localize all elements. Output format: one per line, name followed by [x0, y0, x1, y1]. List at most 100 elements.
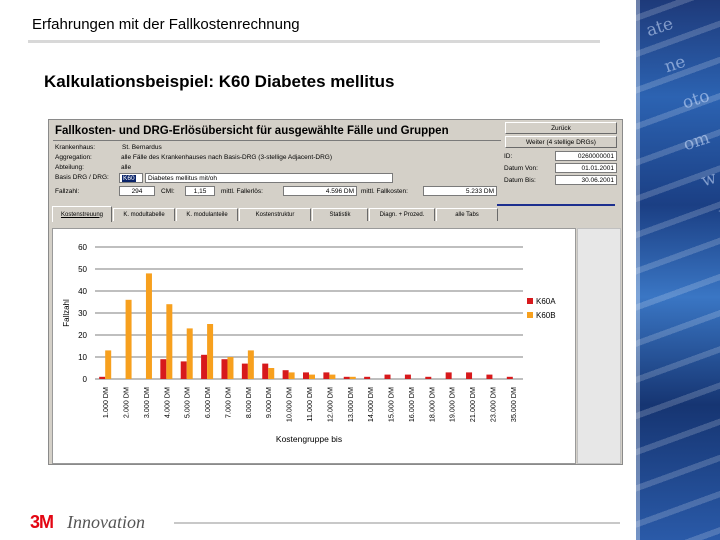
bar-k60b — [309, 374, 315, 379]
y-tick-label: 0 — [83, 375, 88, 384]
decorative-word: oto — [680, 86, 713, 114]
id-field: 0260000001 — [555, 151, 617, 161]
bar-k60a — [384, 374, 391, 379]
field-label-abteilung: Abteilung: — [55, 164, 84, 171]
bar-k60b — [166, 304, 173, 379]
right-side-panel — [577, 228, 621, 464]
chart-panel: 0 10 20 30 40 50 60 Fallzahl 1.000 DM 2.000 DM 3.0… — [52, 228, 576, 464]
tab-kostenstreuung[interactable]: Kostenstreuung — [52, 206, 112, 222]
x-tick-label: 12.000 DM — [325, 387, 334, 422]
bar-k60b — [207, 324, 214, 379]
x-tick-label: 2.000 DM — [122, 387, 131, 418]
bar-k60a — [99, 376, 106, 379]
x-tick-label: 3.000 DM — [142, 387, 151, 418]
datum-von-field[interactable]: 01.01.2001 — [555, 163, 617, 173]
tab-modultabelle[interactable]: K. modultabelle — [113, 208, 175, 221]
decorative-edge — [636, 0, 640, 540]
bar-k60a — [262, 363, 269, 379]
bar-k60a — [506, 376, 513, 379]
legend-label-k60b: K60B — [536, 311, 556, 320]
x-tick-label: 5.000 DM — [183, 387, 192, 418]
bar-k60b — [329, 374, 336, 379]
mittl-fallkosten-label: mittl. Fallkosten: — [361, 188, 408, 195]
brand-word-innovation: Innovation — [67, 512, 145, 532]
drg-code-input[interactable]: K60 — [119, 173, 143, 183]
datum-bis-field[interactable]: 30.06.2001 — [555, 175, 617, 185]
datum-bis-label: Datum Bis: — [504, 177, 536, 184]
drg-code-value: K60 — [122, 174, 136, 182]
y-axis-label: Fallzahl — [62, 299, 71, 327]
decorative-strip: ateneotoomwUPel31Diagg4704478 — [636, 0, 720, 540]
bar-k60b — [125, 299, 132, 379]
decorative-word: ate — [643, 13, 676, 42]
y-tick-label: 50 — [78, 265, 87, 274]
legend-label-k60a: K60A — [536, 297, 556, 306]
app-title: Fallkosten- und DRG-Erlösübersicht für a… — [55, 125, 449, 137]
x-tick-label: 6.000 DM — [203, 387, 212, 418]
x-tick-label: 35.000 DM — [509, 387, 518, 422]
tab-strip: Kostenstreuung K. modultabelle K. modula… — [52, 206, 618, 222]
bar-chart: 0 10 20 30 40 50 60 Fallzahl 1.000 DM 2.000 DM 3.0… — [62, 243, 556, 444]
field-value-krankenhaus: St. Bernardus — [119, 143, 275, 152]
bar-k60a — [323, 372, 330, 379]
decorative-word: om — [680, 128, 713, 156]
bar-k60b — [186, 328, 193, 379]
tab-diagn-prozed[interactable]: Diagn. + Prozed. — [369, 208, 435, 221]
tab-statistik[interactable]: Statistik — [312, 208, 368, 221]
bar-k60a — [282, 370, 289, 379]
legend-swatch-k60b — [527, 312, 533, 318]
bar-k60a — [160, 359, 167, 379]
tab-modulanteile[interactable]: K. modulanteile — [176, 208, 238, 221]
slide-title: Erfahrungen mit der Fallkostenrechnung — [32, 16, 300, 33]
cmi-field: 1,15 — [185, 186, 215, 196]
mittl-fallerloes-label: mittl. Fallerlös: — [221, 188, 263, 195]
cmi-label: CMI: — [161, 188, 175, 195]
decorative-sheen — [636, 0, 720, 540]
x-tick-label: 23.000 DM — [488, 387, 497, 422]
decorative-word: ne — [661, 51, 689, 78]
legend-swatch-k60a — [527, 298, 533, 304]
tab-kostenstruktur[interactable]: Kostenstruktur — [239, 208, 311, 221]
bar-k60b — [268, 368, 275, 379]
bar-k60b — [227, 357, 234, 379]
bar-k60a — [445, 372, 452, 379]
field-label-basis-drg: Basis DRG / DRG: — [55, 174, 109, 181]
y-tick-label: 30 — [78, 309, 87, 318]
x-tick-label: 1.000 DM — [101, 387, 110, 418]
mittl-fallerloes-field: 4.596 DM — [283, 186, 357, 196]
x-tick-label: 16.000 DM — [407, 387, 416, 422]
faelle-label: Fallzahl: — [55, 188, 80, 195]
bar-k60b — [349, 376, 356, 379]
x-tick-label: 4.000 DM — [162, 387, 171, 418]
tab-alle[interactable]: alle Tabs — [436, 208, 498, 221]
field-value-aggregation: alle Fälle des Krankenhauses nach Basis-… — [121, 154, 332, 161]
y-tick-label: 20 — [78, 331, 87, 340]
x-axis-label: Kostengruppe bis — [276, 434, 342, 444]
x-tick-label: 9.000 DM — [264, 387, 273, 418]
field-label-krankenhaus: Krankenhaus: — [55, 144, 96, 151]
blue-separator — [497, 204, 615, 206]
field-label-aggregation: Aggregation: — [55, 154, 92, 161]
bar-k60a — [201, 354, 208, 379]
x-tick-label: 15.000 DM — [387, 387, 396, 422]
y-tick-label: 40 — [78, 287, 87, 296]
x-tick-label: 11.000 DM — [305, 387, 314, 422]
app-window: Fallkosten- und DRG-Erlösübersicht für a… — [48, 119, 623, 465]
x-tick-label: 19.000 DM — [448, 387, 457, 422]
weiter-button[interactable]: Weiter (4 stellige DRGs) — [505, 136, 617, 148]
x-tick-label: 18.000 DM — [427, 387, 436, 422]
bar-k60b — [145, 273, 152, 379]
x-tick-label: 14.000 DM — [366, 387, 375, 422]
bar-k60a — [466, 372, 473, 379]
zurueck-button[interactable]: Zurück — [505, 122, 617, 134]
y-tick-label: 60 — [78, 243, 87, 252]
bar-k60a — [404, 374, 411, 379]
bar-k60a — [364, 376, 371, 379]
x-tick-label: 10.000 DM — [285, 387, 294, 422]
decorative-word: w — [699, 167, 720, 192]
bar-k60a — [486, 374, 493, 379]
x-tick-label: 8.000 DM — [244, 387, 253, 418]
x-tick-label: 21.000 DM — [468, 387, 477, 422]
datum-von-label: Datum Von: — [504, 165, 538, 172]
